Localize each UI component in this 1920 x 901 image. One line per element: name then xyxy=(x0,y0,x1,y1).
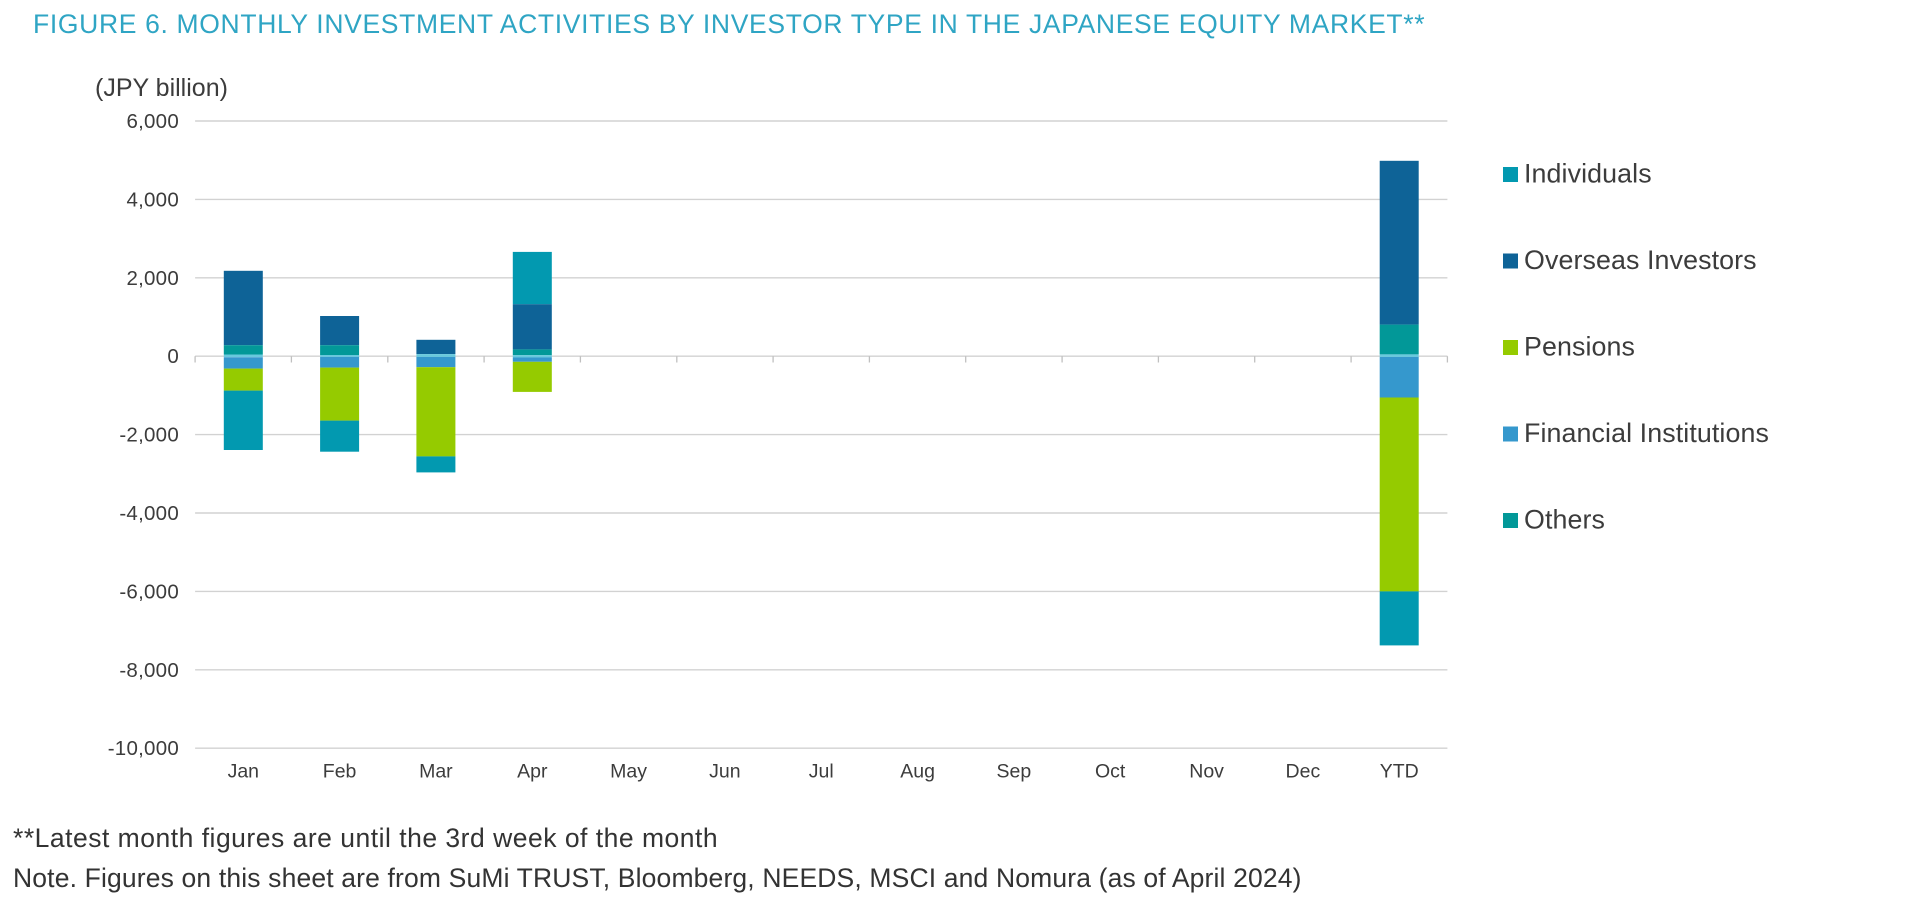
svg-text:Jan: Jan xyxy=(228,761,259,783)
svg-text:-10,000: -10,000 xyxy=(108,737,179,760)
svg-text:Financial Institutions: Financial Institutions xyxy=(1524,418,1769,448)
svg-text:6,000: 6,000 xyxy=(126,110,179,133)
svg-text:Individuals: Individuals xyxy=(1524,159,1652,189)
svg-text:Feb: Feb xyxy=(323,761,357,783)
svg-text:May: May xyxy=(610,761,647,783)
svg-text:Note. Figures on this sheet ar: Note. Figures on this sheet are from SuM… xyxy=(13,863,1302,893)
svg-text:Mar: Mar xyxy=(419,761,453,783)
svg-text:Pensions: Pensions xyxy=(1524,332,1635,362)
svg-text:4,000: 4,000 xyxy=(126,188,179,211)
svg-text:Sep: Sep xyxy=(997,761,1032,783)
svg-text:2,000: 2,000 xyxy=(126,267,179,290)
svg-text:Overseas Investors: Overseas Investors xyxy=(1524,245,1757,275)
svg-text:Nov: Nov xyxy=(1189,761,1224,783)
svg-text:Oct: Oct xyxy=(1095,761,1126,783)
svg-text:FIGURE 6. MONTHLY INVESTMENT A: FIGURE 6. MONTHLY INVESTMENT ACTIVITIES … xyxy=(33,9,1425,39)
svg-text:Others: Others xyxy=(1524,505,1605,535)
svg-text:Dec: Dec xyxy=(1286,761,1321,783)
svg-text:-2,000: -2,000 xyxy=(119,424,179,447)
svg-text:Jun: Jun xyxy=(709,761,740,783)
svg-text:**Latest month figures are unt: **Latest month figures are until the 3rd… xyxy=(13,823,718,853)
svg-text:-8,000: -8,000 xyxy=(119,659,179,682)
svg-text:-4,000: -4,000 xyxy=(119,502,179,525)
svg-text:(JPY billion): (JPY billion) xyxy=(95,74,228,102)
svg-text:Apr: Apr xyxy=(517,761,548,783)
svg-text:Jul: Jul xyxy=(809,761,834,783)
svg-text:Aug: Aug xyxy=(900,761,935,783)
svg-text:0: 0 xyxy=(167,345,179,368)
svg-text:-6,000: -6,000 xyxy=(119,580,179,603)
svg-text:YTD: YTD xyxy=(1380,761,1419,783)
